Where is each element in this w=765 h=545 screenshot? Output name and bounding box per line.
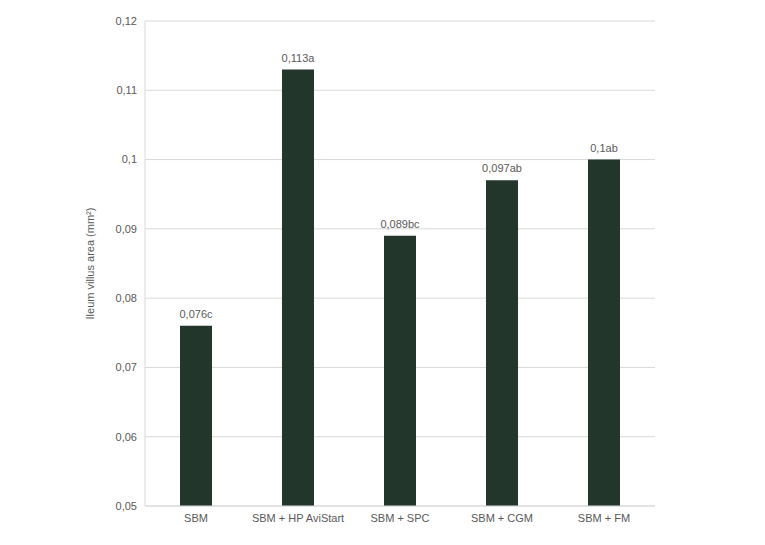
svg-text:0,1: 0,1 [122, 153, 137, 165]
svg-text:0,08: 0,08 [116, 292, 137, 304]
svg-text:0,06: 0,06 [116, 431, 137, 443]
svg-text:SBM + FM: SBM + FM [578, 512, 630, 524]
svg-text:0,076c: 0,076c [179, 308, 213, 320]
svg-text:0,11: 0,11 [116, 84, 137, 96]
svg-text:SBM: SBM [184, 512, 208, 524]
svg-text:0,097ab: 0,097ab [482, 162, 522, 174]
svg-text:0,09: 0,09 [116, 223, 137, 235]
svg-text:SBM + HP AviStart: SBM + HP AviStart [252, 512, 344, 524]
svg-text:0,089bc: 0,089bc [380, 218, 420, 230]
svg-text:0,12: 0,12 [116, 15, 137, 27]
svg-text:0,1ab: 0,1ab [590, 142, 618, 154]
svg-text:0,113a: 0,113a [282, 52, 316, 64]
svg-text:0,05: 0,05 [116, 500, 137, 512]
svg-text:0,07: 0,07 [116, 361, 137, 373]
svg-text:SBM + SPC: SBM + SPC [371, 512, 430, 524]
svg-text:Ileum villus area (mm²): Ileum villus area (mm²) [84, 208, 96, 320]
svg-text:SBM + CGM: SBM + CGM [471, 512, 533, 524]
